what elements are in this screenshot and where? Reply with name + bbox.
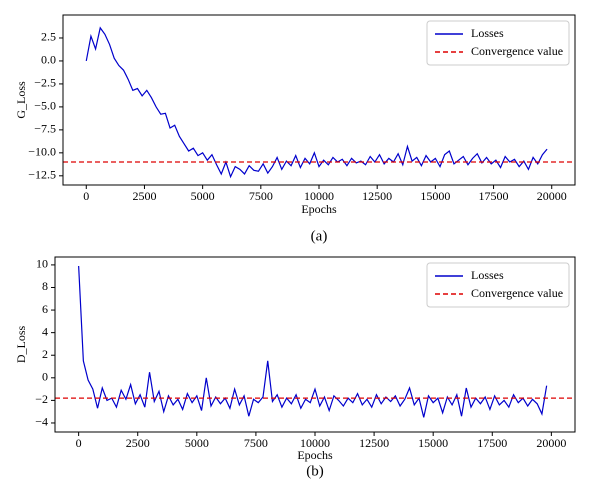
x-tick-label: 12500 (359, 436, 389, 450)
legend-label: Convergence value (471, 44, 563, 58)
axes-frame (54, 256, 576, 433)
legend-label: Losses (471, 268, 504, 282)
y-axis-label: D_Loss (14, 326, 28, 364)
y-tick-label: 2.5 (41, 30, 56, 44)
y-tick-label: −12.5 (28, 168, 56, 182)
legend-box (426, 262, 570, 308)
legend-box (426, 20, 570, 66)
axes-frame (62, 14, 576, 186)
caption: (a) (311, 228, 328, 244)
x-tick-label: 5000 (191, 189, 215, 203)
x-axis-label: Epochs (301, 202, 337, 216)
caption: (b) (306, 463, 324, 479)
y-axis-label: G_Loss (14, 81, 28, 119)
y-tick-label: 8 (42, 279, 48, 293)
y-tick-label: 0.0 (41, 53, 56, 67)
x-tick-label: 7500 (244, 436, 268, 450)
loss-line (85, 26, 548, 179)
legend-label: Convergence value (471, 286, 563, 300)
x-tick-label: 15000 (418, 436, 448, 450)
x-tick-label: 2500 (132, 189, 156, 203)
y-tick-label: −4 (35, 415, 48, 429)
x-tick-label: 20000 (536, 436, 566, 450)
x-tick-label: 10000 (304, 189, 334, 203)
x-axis-label: Epochs (297, 448, 333, 462)
loss-line (78, 266, 548, 418)
y-tick-label: −10.0 (28, 145, 56, 159)
y-tick-label: 0 (42, 370, 48, 384)
x-tick-label: 5000 (185, 436, 209, 450)
x-tick-label: 17500 (479, 189, 509, 203)
y-tick-label: 2 (42, 347, 48, 361)
y-tick-label: −2.5 (34, 76, 56, 90)
y-tick-label: 4 (42, 324, 48, 338)
x-tick-label: 15000 (420, 189, 450, 203)
x-tick-label: 17500 (477, 436, 507, 450)
y-tick-label: −7.5 (34, 122, 56, 136)
x-tick-label: 7500 (249, 189, 273, 203)
y-tick-label: 10 (36, 257, 48, 271)
y-tick-label: −5.0 (34, 99, 56, 113)
x-tick-label: 2500 (126, 436, 150, 450)
y-tick-label: 6 (42, 302, 48, 316)
legend-label: Losses (471, 26, 504, 40)
x-tick-label: 12500 (362, 189, 392, 203)
x-tick-label: 20000 (537, 189, 567, 203)
x-tick-label: 0 (76, 436, 82, 450)
y-tick-label: −2 (35, 392, 48, 406)
x-tick-label: 10000 (300, 436, 330, 450)
x-tick-label: 0 (83, 189, 89, 203)
